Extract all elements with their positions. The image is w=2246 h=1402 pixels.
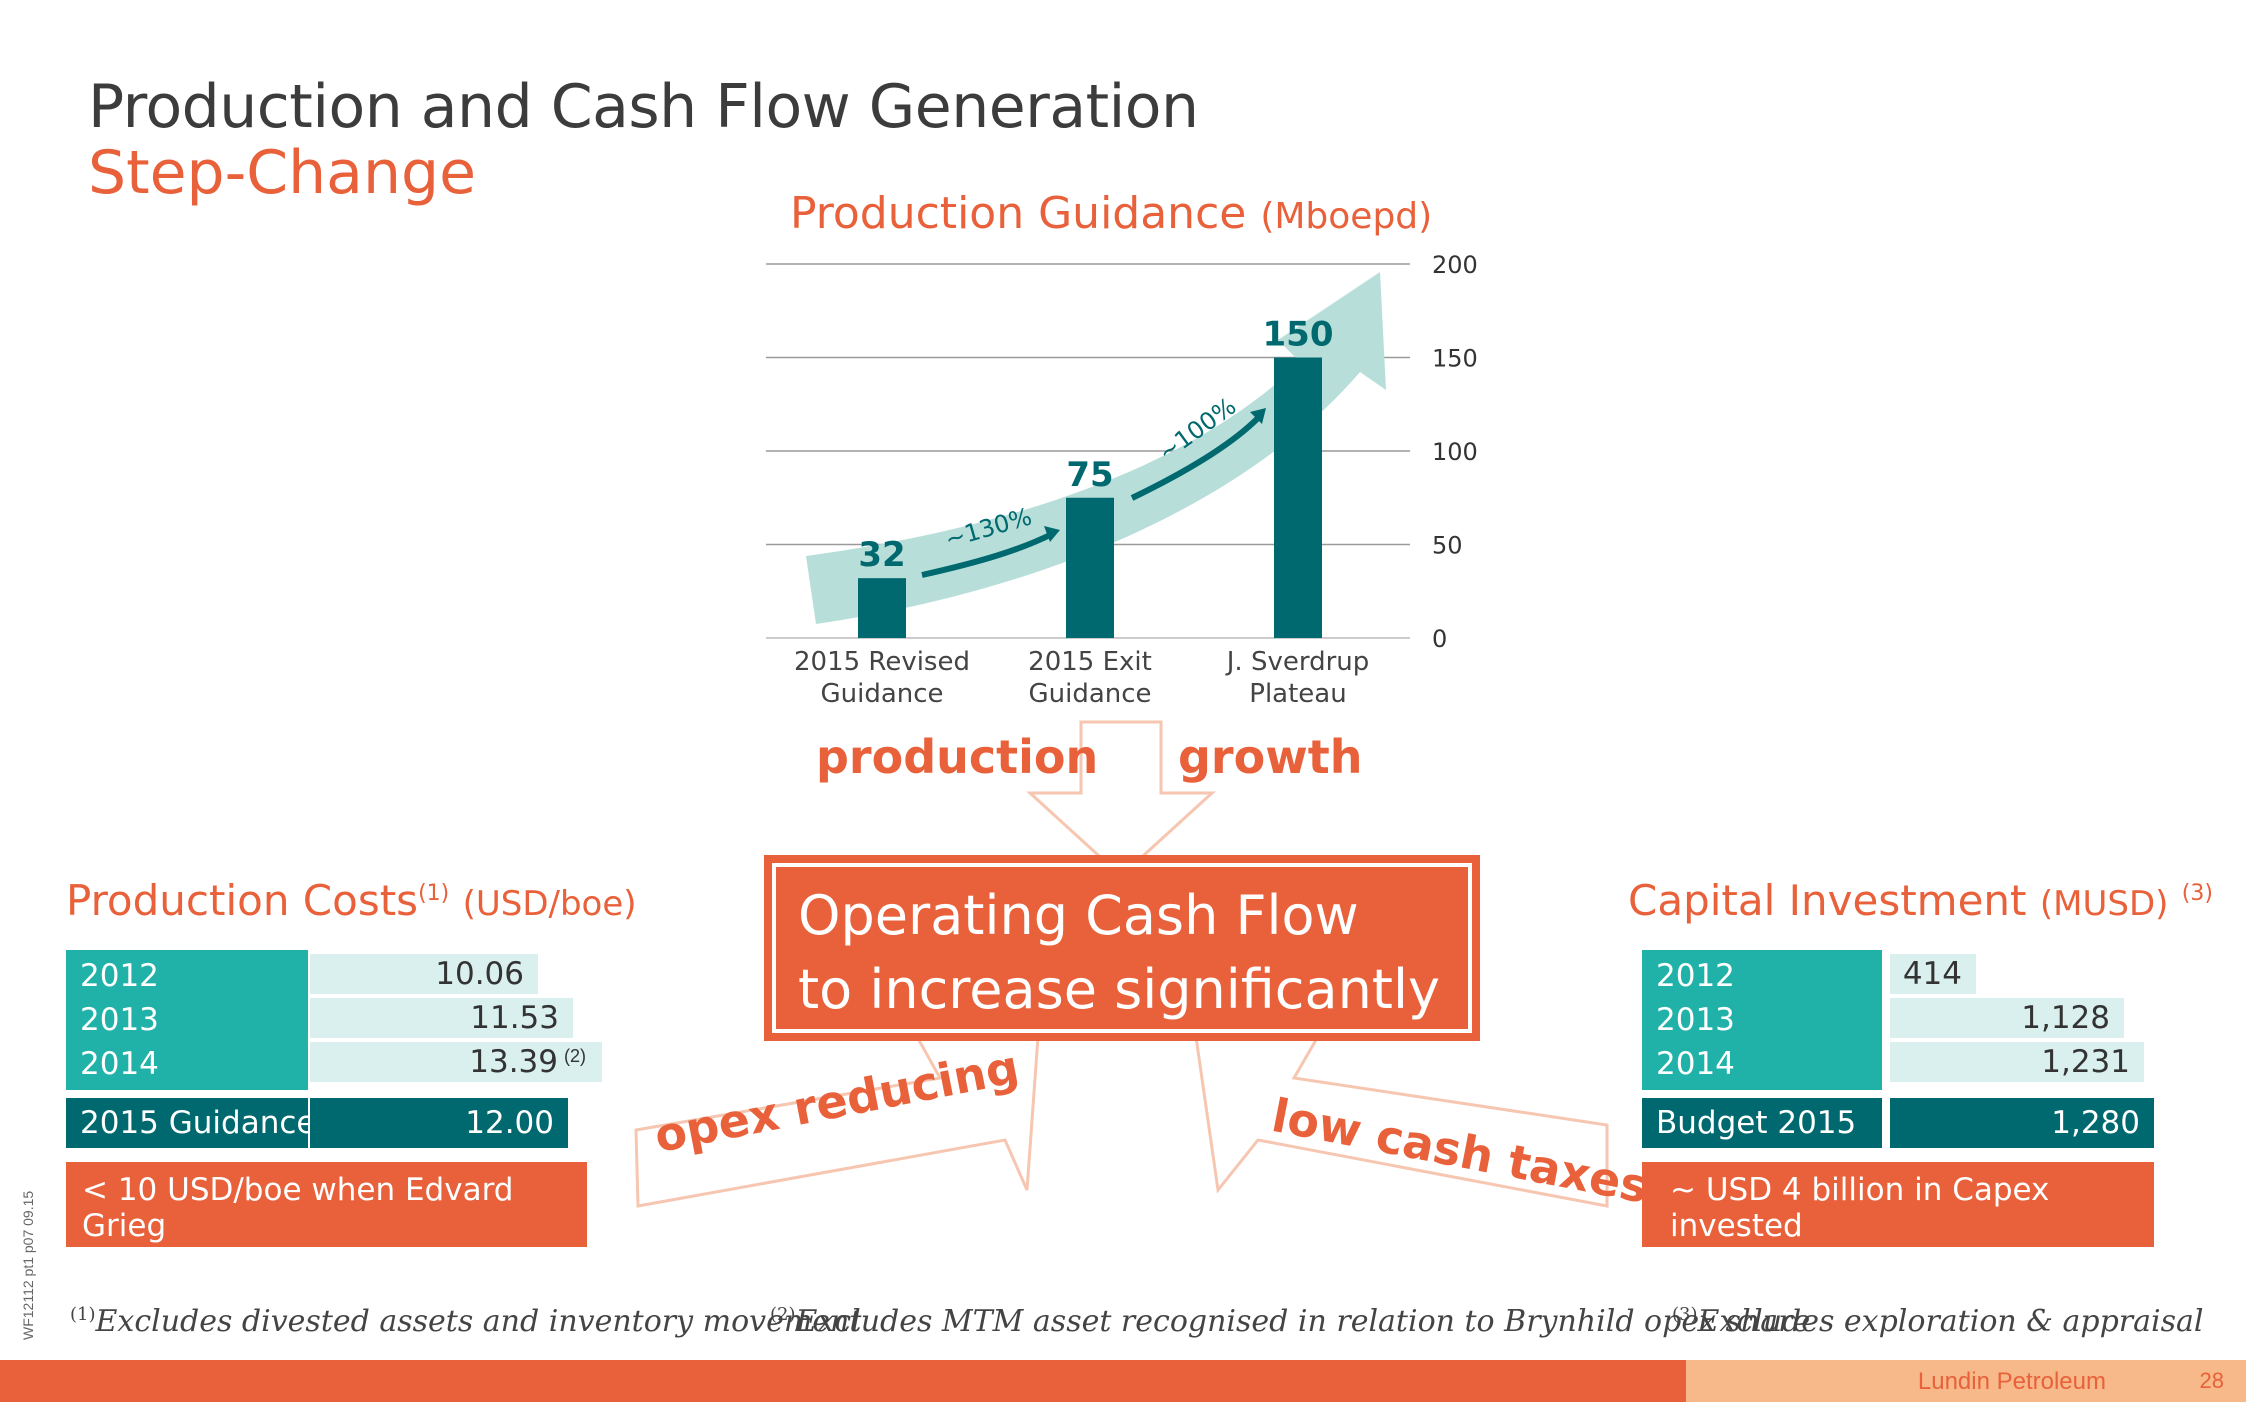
bar-value-label: 75 <box>1066 455 1113 495</box>
table-year-label: 2012 <box>1656 958 1735 994</box>
production-costs-title: Production Costs(1) (USD/boe) <box>66 876 637 925</box>
category-label: Plateau <box>1249 679 1346 709</box>
chart-title-text: Production Guidance <box>790 188 1247 239</box>
table-summary-value: 12.00 <box>310 1098 568 1148</box>
capital-investment-title: Capital Investment (MUSD) (3) <box>1628 876 2213 925</box>
capital-investment-table: 2012 414 2013 1,128 2014 1,231 Budget 2015 1,28… <box>1642 950 2154 1150</box>
table-summary-value: 1,280 <box>1890 1098 2154 1148</box>
production-costs-note-line1: < 10 USD/boe when Edvard Grieg <box>82 1172 514 1244</box>
table-value-bar: 414 <box>1890 954 1976 994</box>
operating-cash-flow-box: Operating Cash Flow to increase signific… <box>764 855 1480 1041</box>
capital-investment-title-text: Capital Investment <box>1628 876 2027 925</box>
bar <box>1066 497 1114 638</box>
category-label: J. Sverdrup <box>1225 647 1370 677</box>
footnote-2: (2)Excludes MTM asset recognised in rela… <box>770 1304 1810 1339</box>
y-tick-label: 150 <box>1432 345 1478 373</box>
ocf-line1: Operating Cash Flow <box>798 884 1359 947</box>
footer-brand-band <box>1686 1360 2246 1402</box>
brand-name: Lundin Petroleum <box>1917 1368 2106 1395</box>
down-arrow-shape <box>1026 720 1216 879</box>
footnote-1: (1)Excludes divested assets and inventor… <box>70 1304 861 1339</box>
growth-arrow-2-head <box>1250 408 1266 424</box>
table-year-label: 2012 <box>80 958 159 994</box>
table-value-bar: 13.39 <box>310 1042 602 1082</box>
growth-arrow-2 <box>1130 415 1261 501</box>
page-title: Production and Cash Flow Generation <box>88 72 1199 142</box>
table-year-label: 2013 <box>1656 1002 1735 1038</box>
y-tick-label: 200 <box>1432 251 1478 279</box>
footnote-3-text: Excludes exploration & appraisal <box>1697 1304 2204 1339</box>
capital-investment-note-line1: ~ USD 4 billion in Capex invested <box>1670 1172 2050 1244</box>
footnote-2-text: Excludes MTM asset recognised in relatio… <box>795 1304 1811 1339</box>
ocf-line2: to increase significantly <box>798 958 1440 1021</box>
category-label: 2015 Exit <box>1028 647 1152 677</box>
bar-value-label: 32 <box>858 535 905 575</box>
page-subtitle: Step-Change <box>88 138 476 208</box>
bar <box>858 578 906 638</box>
year-column-block <box>66 950 308 1090</box>
production-costs-unit: (USD/boe) <box>462 884 637 924</box>
chart-title-unit: (Mboepd) <box>1260 196 1433 237</box>
production-costs-note-line2: on plateau production <box>82 1244 424 1280</box>
footnote-1-text: Excludes divested assets and inventory m… <box>95 1304 862 1339</box>
footnote-2-sup: (2) <box>770 1304 796 1325</box>
capital-investment-unit: (MUSD) <box>2039 884 2169 924</box>
footnote-3: (3)Excludes exploration & appraisal <box>1672 1304 2204 1339</box>
category-label: 2015 Revised <box>794 647 970 677</box>
growth-arrow-band <box>806 272 1386 624</box>
y-tick-label: 50 <box>1432 532 1463 560</box>
table-summary-label: Budget 2015 <box>1642 1098 1882 1148</box>
chart-title: Production Guidance (Mboepd) <box>790 188 1432 239</box>
bar <box>1274 357 1322 638</box>
word-production: production <box>816 730 1099 784</box>
capital-investment-sup: (3) <box>2181 881 2213 906</box>
y-tick-label: 0 <box>1432 625 1447 653</box>
bar-value-label: 150 <box>1263 315 1334 355</box>
footnote-3-sup: (3) <box>1672 1304 1698 1325</box>
word-growth: growth <box>1178 730 1363 784</box>
ocf-text: Operating Cash Flow to increase signific… <box>798 879 1440 1027</box>
y-tick-label: 100 <box>1432 438 1478 466</box>
table-value-note: (2) <box>564 1046 586 1066</box>
production-costs-note: < 10 USD/boe when Edvard Grieg on platea… <box>66 1162 587 1280</box>
table-value-bar: 1,231 <box>1890 1042 2144 1082</box>
growth-arrow-1-head <box>1044 526 1060 542</box>
table-summary-label: 2015 Guidance <box>66 1098 315 1148</box>
table-value-bar: 1,128 <box>1890 998 2124 1038</box>
category-label: Guidance <box>820 679 943 709</box>
production-costs-table: 2012 10.06 2013 11.53 2014 13.39 (2) 2015 Guida… <box>66 950 606 1150</box>
table-year-label: 2013 <box>80 1002 159 1038</box>
footnote-1-sup: (1) <box>70 1304 96 1325</box>
table-value-bar: 11.53 <box>310 998 573 1038</box>
capital-investment-note-line2: →Significant tax shelter <box>1682 1244 2049 1280</box>
table-year-label: 2014 <box>80 1046 159 1082</box>
table-year-label: 2014 <box>1656 1046 1735 1082</box>
category-label: Guidance <box>1028 679 1151 709</box>
growth-arrow-1 <box>921 531 1054 578</box>
year-column-block <box>1642 950 1882 1090</box>
production-costs-title-text: Production Costs <box>66 876 419 925</box>
capital-investment-note: ~ USD 4 billion in Capex invested →Signi… <box>1642 1162 2154 1280</box>
page-number: 28 <box>2199 1368 2224 1393</box>
ocf-border <box>772 863 1472 1033</box>
document-code: WF12112 pt1 p07 09.15 <box>20 1190 36 1340</box>
table-value-bar: 10.06 <box>310 954 538 994</box>
production-costs-sup: (1) <box>418 881 450 906</box>
